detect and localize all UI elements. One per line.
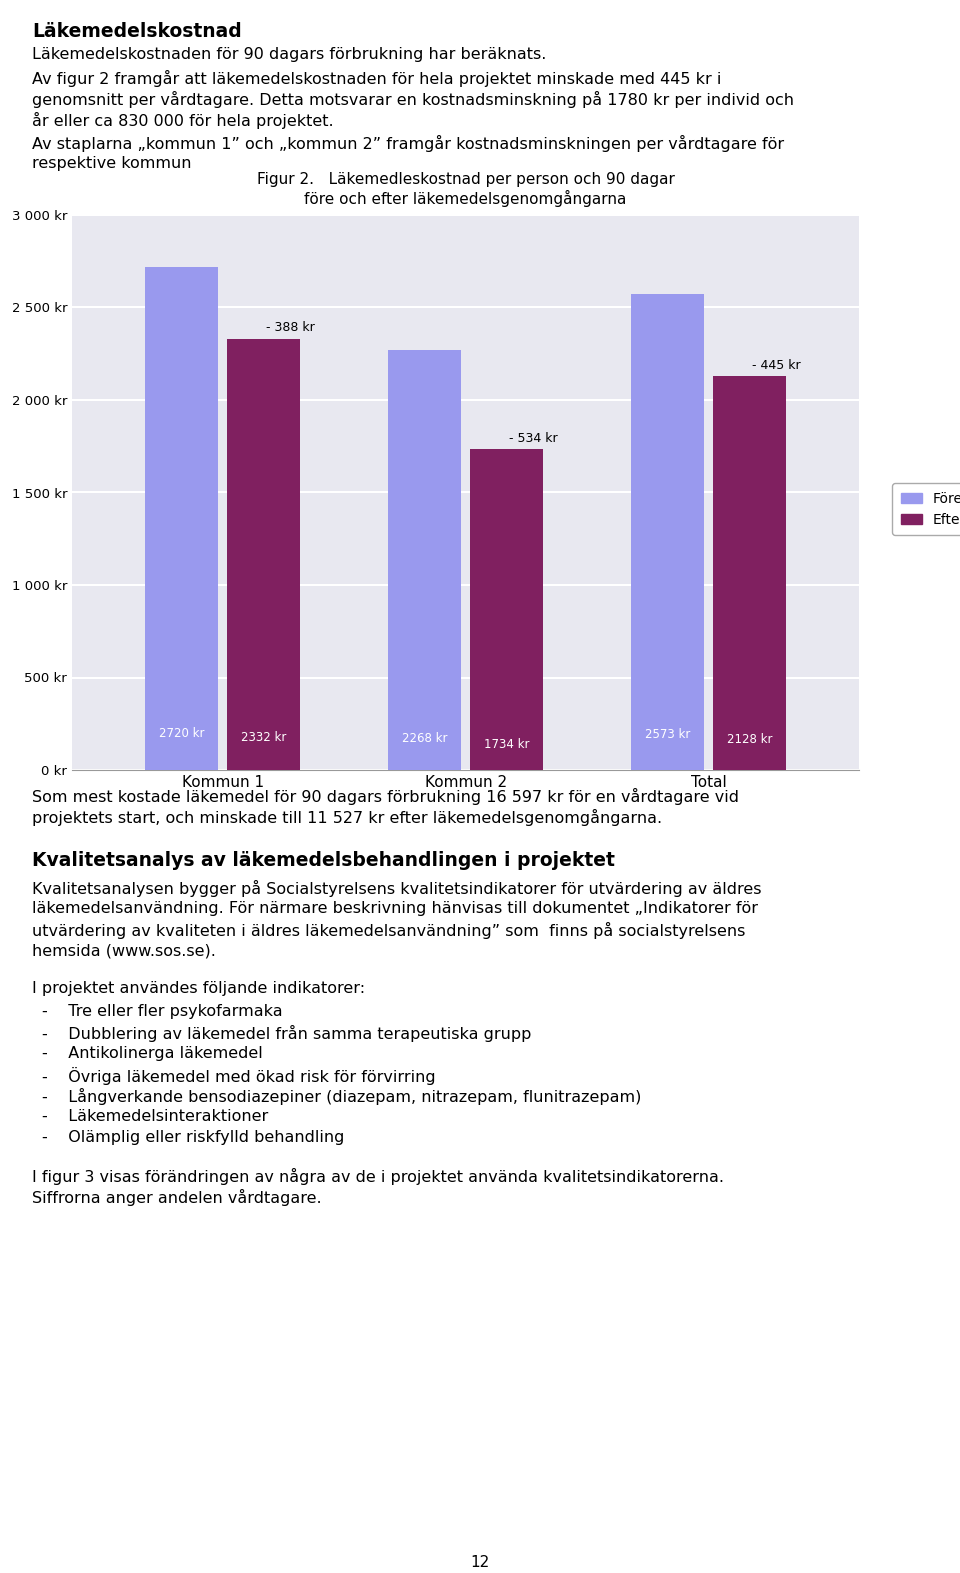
Text: -    Dubblering av läkemedel från samma terapeutiska grupp: - Dubblering av läkemedel från samma ter…	[42, 1026, 532, 1041]
Text: utvärdering av kvaliteten i äldres läkemedelsanvändning” som  finns på socialsty: utvärdering av kvaliteten i äldres läkem…	[32, 922, 745, 939]
Text: genomsnitt per vårdtagare. Detta motsvarar en kostnadsminskning på 1780 kr per i: genomsnitt per vårdtagare. Detta motsvar…	[32, 91, 794, 109]
Text: - 534 kr: - 534 kr	[510, 431, 558, 445]
Text: hemsida (www.sos.se).: hemsida (www.sos.se).	[32, 942, 216, 958]
Text: Kvalitetsanalysen bygger på Socialstyrelsens kvalitetsindikatorer för utvärderin: Kvalitetsanalysen bygger på Socialstyrel…	[32, 879, 761, 897]
Text: Läkemedelskostnaden för 90 dagars förbrukning har beräknats.: Läkemedelskostnaden för 90 dagars förbru…	[32, 47, 546, 61]
Text: 2573 kr: 2573 kr	[644, 728, 690, 741]
Text: 2128 kr: 2128 kr	[727, 733, 773, 746]
Text: -    Antikolinerga läkemedel: - Antikolinerga läkemedel	[42, 1046, 263, 1062]
Bar	[631, 294, 704, 771]
Bar	[713, 376, 786, 771]
Text: 12: 12	[470, 1556, 490, 1570]
Text: Kvalitetsanalys av läkemedelsbehandlingen i projektet: Kvalitetsanalys av läkemedelsbehandlinge…	[32, 851, 614, 870]
Bar	[388, 351, 461, 771]
Text: Som mest kostade läkemedel för 90 dagars förbrukning 16 597 kr för en vårdtagare: Som mest kostade läkemedel för 90 dagars…	[32, 788, 739, 805]
Text: projektets start, och minskade till 11 527 kr efter läkemedelsgenomgångarna.: projektets start, och minskade till 11 5…	[32, 809, 662, 826]
Text: I projektet användes följande indikatorer:: I projektet användes följande indikatore…	[32, 982, 365, 996]
Text: 2720 kr: 2720 kr	[158, 727, 204, 739]
Bar	[228, 338, 300, 771]
Text: läkemedelsanvändning. För närmare beskrivning hänvisas till dokumentet „Indikato: läkemedelsanvändning. För närmare beskri…	[32, 901, 758, 915]
Text: -    Läkemedelsinteraktioner: - Läkemedelsinteraktioner	[42, 1109, 268, 1125]
Text: -    Tre eller fler psykofarmaka: - Tre eller fler psykofarmaka	[42, 1004, 282, 1019]
Text: 1734 kr: 1734 kr	[484, 738, 530, 750]
Text: -    Långverkande bensodiazepiner (diazepam, nitrazepam, flunitrazepam): - Långverkande bensodiazepiner (diazepam…	[42, 1089, 641, 1104]
Text: 2268 kr: 2268 kr	[401, 731, 447, 746]
Text: - 388 kr: - 388 kr	[266, 321, 315, 333]
Text: - 445 kr: - 445 kr	[753, 359, 801, 371]
Text: -    Olämplig eller riskfylld behandling: - Olämplig eller riskfylld behandling	[42, 1129, 345, 1145]
Text: Läkemedelskostnad: Läkemedelskostnad	[32, 22, 242, 41]
Bar	[145, 267, 218, 771]
Bar	[470, 450, 543, 771]
Text: Av figur 2 framgår att läkemedelskostnaden för hela projektet minskade med 445 k: Av figur 2 framgår att läkemedelskostnad…	[32, 71, 721, 87]
Text: I figur 3 visas förändringen av några av de i projektet använda kvalitetsindikat: I figur 3 visas förändringen av några av…	[32, 1169, 724, 1184]
Text: -    Övriga läkemedel med ökad risk för förvirring: - Övriga läkemedel med ökad risk för för…	[42, 1066, 436, 1085]
Text: 2332 kr: 2332 kr	[241, 731, 287, 744]
Text: år eller ca 830 000 för hela projektet.: år eller ca 830 000 för hela projektet.	[32, 112, 334, 129]
Text: respektive kommun: respektive kommun	[32, 156, 191, 171]
Legend: Före, Efter: Före, Efter	[893, 483, 960, 535]
Text: Av staplarna „kommun 1” och „kommun 2” framgår kostnadsminskningen per vårdtagar: Av staplarna „kommun 1” och „kommun 2” f…	[32, 135, 784, 153]
Text: Siffrorna anger andelen vårdtagare.: Siffrorna anger andelen vårdtagare.	[32, 1189, 322, 1206]
Title: Figur 2.   Läkemedleskostnad per person och 90 dagar
före och efter läkemedelsge: Figur 2. Läkemedleskostnad per person oc…	[256, 171, 675, 208]
